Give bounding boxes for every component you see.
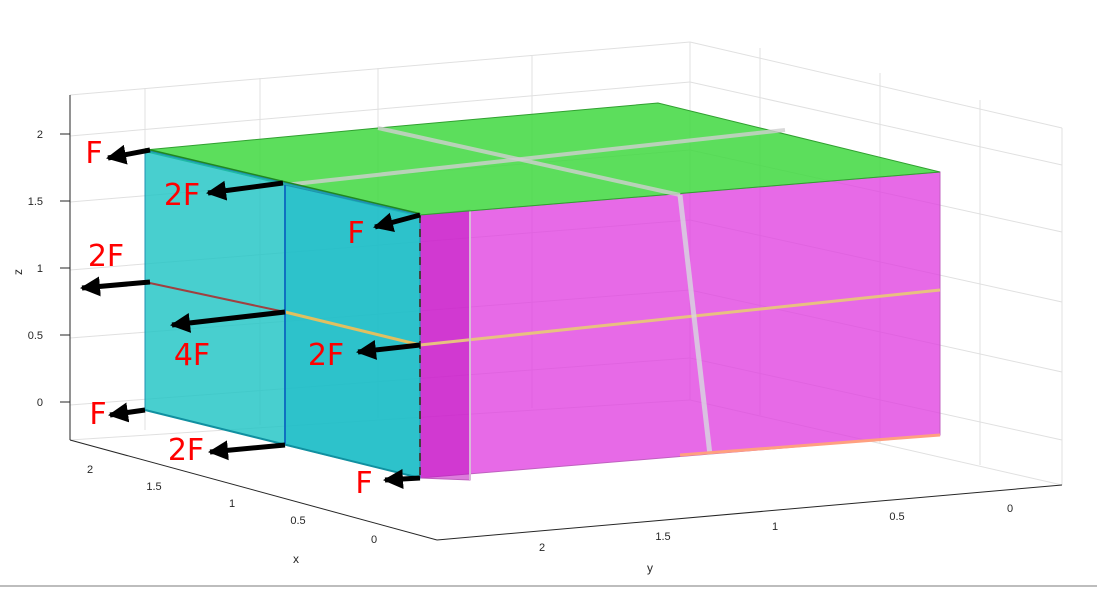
x-tick-label: 0 — [371, 534, 377, 546]
z-tick-label: 0 — [37, 397, 43, 409]
force-label: 2F — [308, 338, 344, 373]
right-block — [419, 171, 941, 481]
grid-line — [69, 81, 691, 137]
force-label: F — [355, 466, 372, 501]
force-arrow — [106, 144, 151, 165]
x-axis-line — [69, 439, 438, 541]
x-tick-label: 1 — [229, 498, 235, 510]
y-tick-label: 0.5 — [889, 511, 904, 523]
force-arrow — [383, 468, 421, 489]
y-axis-line — [436, 484, 1063, 541]
y-tick-label: 2 — [539, 542, 545, 554]
y-axis-label: y — [647, 561, 653, 575]
x-tick-label: 2 — [87, 464, 93, 476]
x-tick-label: 0.5 — [290, 515, 305, 527]
force-label: F — [85, 136, 102, 171]
z-tick-label: 1 — [37, 263, 43, 275]
force-label: F — [347, 216, 364, 251]
force-arrow — [170, 309, 286, 333]
x-axis-label: x — [293, 552, 299, 566]
force-arrow — [208, 440, 286, 461]
z-axis-label: z — [11, 269, 25, 275]
force-arrow — [373, 212, 421, 233]
force-arrow — [356, 340, 421, 360]
force-label: F — [89, 397, 106, 432]
force-label: 2F — [88, 239, 124, 274]
z-tick-label: 0.5 — [28, 330, 43, 342]
grid-line — [69, 41, 691, 96]
force-label: 2F — [168, 433, 204, 468]
x-tick-label: 1.5 — [146, 481, 161, 493]
y-tick-label: 0 — [1007, 503, 1013, 515]
force-label: 2F — [164, 178, 200, 213]
grid-line — [689, 81, 1063, 166]
force-label: 4F — [174, 338, 210, 373]
force-arrow — [108, 402, 146, 423]
force-arrow — [206, 180, 284, 201]
y-tick-label: 1 — [772, 521, 778, 533]
force-arrow — [80, 276, 151, 297]
grid-line — [689, 41, 1063, 129]
z-tick-label: 1.5 — [28, 196, 43, 208]
z-tick-label: 2 — [37, 129, 43, 141]
y-tick-label: 1.5 — [655, 531, 670, 543]
